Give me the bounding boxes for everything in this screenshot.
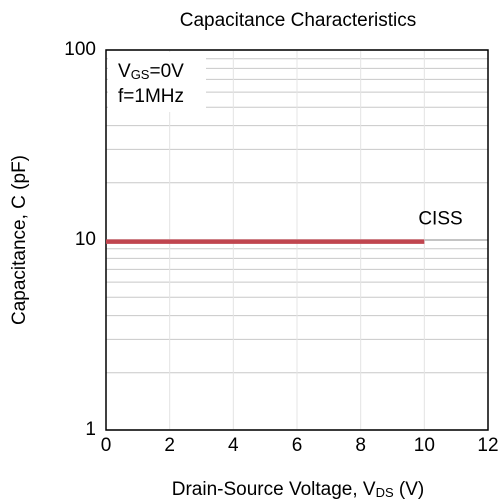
chart-title: Capacitance Characteristics (180, 10, 417, 31)
x-label-sub: DS (376, 485, 394, 500)
x-tick-label: 6 (292, 435, 303, 456)
x-tick-label: 4 (228, 435, 239, 456)
annotation-part: V (118, 61, 131, 82)
x-tick-label: 2 (164, 435, 175, 456)
annotation-box (108, 52, 206, 112)
x-tick-label: 10 (414, 435, 435, 456)
y-tick-label: 10 (75, 229, 96, 250)
x-label-part: (V) (394, 479, 425, 500)
annotation-part: =0V (149, 61, 184, 82)
x-label-part: Drain-Source Voltage, V (172, 479, 376, 500)
y-tick-label: 100 (64, 39, 96, 60)
annotation: f=1MHz (118, 86, 184, 107)
y-tick-label: 1 (85, 419, 96, 440)
annotation: VGS=0V (118, 61, 184, 82)
x-tick-label: 8 (355, 435, 366, 456)
x-tick-label: 12 (477, 435, 498, 456)
series-label: CISS (418, 209, 462, 230)
annotation-sub: GS (131, 67, 150, 82)
x-tick-label: 0 (101, 435, 112, 456)
x-axis-label: Drain-Source Voltage, VDS (V) (172, 479, 425, 500)
y-axis-label: Capacitance, C (pF) (9, 155, 30, 325)
